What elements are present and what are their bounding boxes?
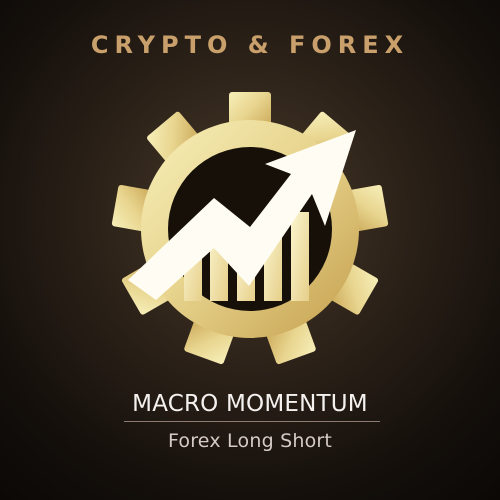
main-title: MACRO MOMENTUM <box>132 391 368 417</box>
subtitle: Forex Long Short <box>167 430 333 452</box>
trend-arrow-icon <box>128 130 356 300</box>
top-title: CRYPTO & FOREX <box>90 31 410 59</box>
title-divider <box>124 421 380 422</box>
